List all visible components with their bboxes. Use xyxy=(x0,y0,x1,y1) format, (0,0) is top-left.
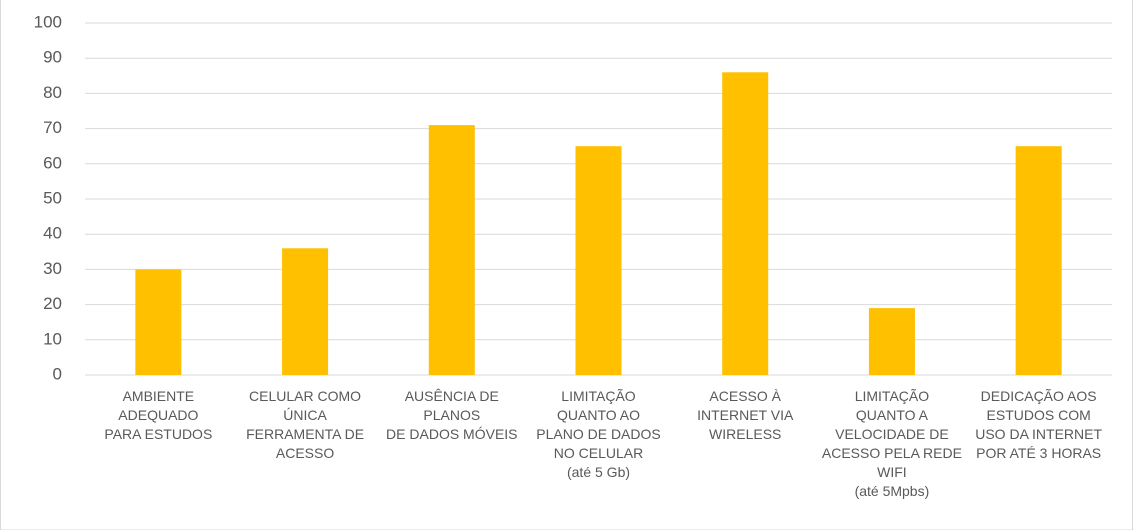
x-tick-label-line: LIMITAÇÃO xyxy=(855,388,930,404)
x-tick-label-line: WIFI xyxy=(877,464,907,480)
x-tick-label-line: ACESSO À xyxy=(709,388,781,404)
x-tick-label: AUSÊNCIA DE PLANOS DE DADOS MÓVEIS xyxy=(386,388,517,442)
x-tick-label-line: LIMITAÇÃO xyxy=(561,388,636,404)
x-tick-label: CELULAR COMO ÚNICA FERRAMENTA DE ACESSO xyxy=(246,388,364,461)
x-tick-label-line: AUSÊNCIA DE xyxy=(405,388,499,404)
y-tick-label: 80 xyxy=(43,83,62,102)
y-tick-label: 100 xyxy=(34,12,62,31)
x-tick-label-line: ACESSO xyxy=(276,445,334,461)
x-tick-label: ACESSO À INTERNET VIA WIRELESS xyxy=(697,388,794,442)
x-tick-label: DEDICAÇÃO AOS ESTUDOS COM USO DA INTERNET P… xyxy=(975,388,1102,461)
bar xyxy=(428,125,475,375)
x-tick-label: AMBIENTE ADEQUADO PARA ESTUDOS xyxy=(104,388,212,442)
y-tick-label: 90 xyxy=(43,48,62,67)
x-tick-label-line: PLANOS xyxy=(423,407,480,423)
x-tick-label-line: (até 5 Gb) xyxy=(567,464,630,480)
x-tick-label-line: PARA ESTUDOS xyxy=(104,426,212,442)
x-tick-label-line: PLANO DE DADOS xyxy=(536,426,660,442)
x-tick-label-line: USO DA INTERNET xyxy=(975,426,1102,442)
y-tick-label: 60 xyxy=(43,153,62,172)
x-tick-label-line: WIRELESS xyxy=(709,426,781,442)
y-tick-label: 50 xyxy=(43,188,62,207)
y-tick-label: 70 xyxy=(43,118,62,137)
x-tick-label: LIMITAÇÃO QUANTO A VELOCIDADE DE ACESSO PEL… xyxy=(822,388,962,499)
y-tick-label: 20 xyxy=(43,294,62,313)
x-tick-label-line: ÚNICA xyxy=(283,407,327,423)
x-tick-label-line: VELOCIDADE DE xyxy=(835,426,949,442)
bar xyxy=(575,146,622,375)
x-tick-label-line: FERRAMENTA DE xyxy=(246,426,364,442)
x-tick-label-line: DEDICAÇÃO AOS xyxy=(981,388,1097,404)
x-tick-label-line: AMBIENTE xyxy=(123,388,195,404)
x-tick-label-line: CELULAR COMO xyxy=(249,388,361,404)
y-tick-label: 0 xyxy=(53,364,62,383)
bar xyxy=(868,308,915,375)
bar xyxy=(722,72,769,375)
x-tick-label-line: ADEQUADO xyxy=(118,407,198,423)
y-tick-label: 10 xyxy=(43,329,62,348)
x-tick-label-line: ESTUDOS COM xyxy=(987,407,1091,423)
x-tick-label-line: QUANTO A xyxy=(856,407,929,423)
y-tick-label: 40 xyxy=(43,224,62,243)
x-tick-label: LIMITAÇÃO QUANTO AO PLANO DE DADOS NO CELUL… xyxy=(536,388,660,480)
x-tick-label-line: INTERNET VIA xyxy=(697,407,794,423)
x-tick-label-line: ACESSO PELA REDE xyxy=(822,445,962,461)
bar xyxy=(1015,146,1062,375)
x-tick-label-line: POR ATÉ 3 HORAS xyxy=(976,445,1101,461)
x-tick-label-line: NO CELULAR xyxy=(554,445,643,461)
x-tick-label-line: DE DADOS MÓVEIS xyxy=(386,426,517,442)
bar xyxy=(135,269,182,375)
y-tick-label: 30 xyxy=(43,259,62,278)
x-tick-label-line: QUANTO AO xyxy=(557,407,640,423)
bar xyxy=(282,248,329,375)
x-tick-label-line: (até 5Mpbs) xyxy=(855,483,930,499)
